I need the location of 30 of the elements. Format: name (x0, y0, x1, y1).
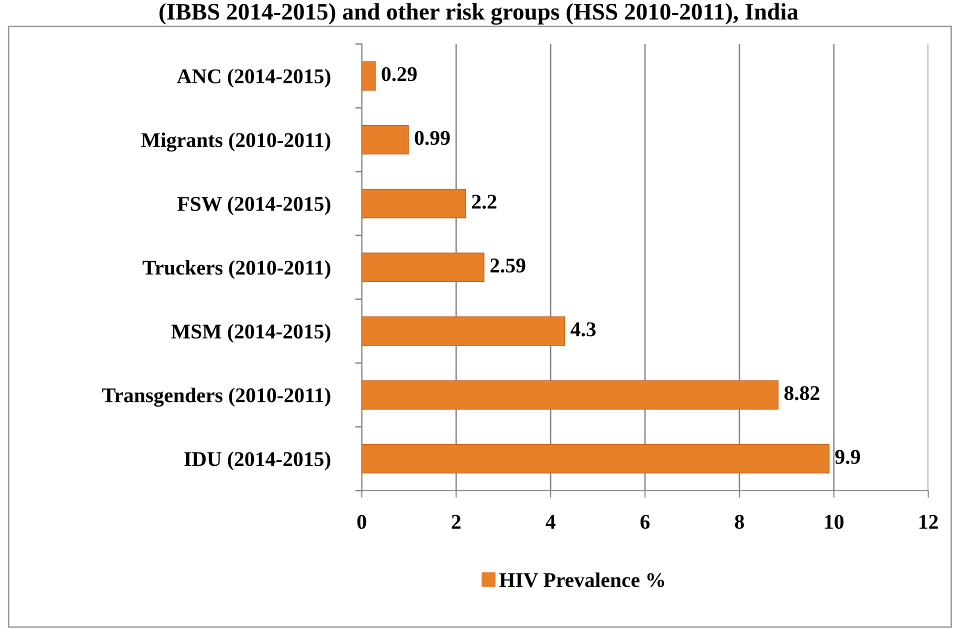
data-label: 2.2 (472, 194, 496, 209)
y-tick-label: Truckers (2010-2011) (142, 260, 330, 279)
x-tick-label: 2 (452, 514, 460, 529)
data-label: 9.9 (835, 450, 860, 464)
x-tick-label: 6 (640, 514, 650, 529)
x-tick-label: 10 (825, 514, 844, 529)
y-tick-label: IDU (2014-2015) (184, 451, 330, 470)
x-tick-label: 4 (546, 514, 556, 529)
data-label: 0.29 (382, 67, 417, 82)
bar (362, 252, 484, 282)
bar (362, 61, 376, 91)
data-label: 0.99 (414, 130, 450, 146)
data-label: 4.3 (570, 322, 596, 336)
y-tick-label: ANC (2014-2015) (176, 68, 330, 88)
x-tick-label: 0 (357, 514, 366, 529)
y-tick-label: Transgenders (2010-2011) (102, 388, 330, 407)
bar (362, 125, 409, 154)
bar (362, 444, 830, 474)
bar (362, 188, 466, 218)
y-tick-label: Migrants (2010-2011) (141, 132, 330, 152)
data-label: 2.59 (490, 258, 526, 273)
chart-title: (IBBS 2014-2015) and other risk groups (HSS 2010-2011), India (160, 3, 798, 25)
data-label: 8.82 (784, 386, 820, 400)
x-tick-label: 8 (734, 514, 744, 529)
x-tick-label: 12 (920, 514, 938, 529)
y-tick-label: FSW (2014-2015) (177, 196, 330, 216)
bar (362, 380, 779, 410)
y-tick-label: MSM (2014-2015) (171, 324, 330, 343)
bar (362, 316, 566, 346)
legend-label: HIV Prevalence % (499, 572, 664, 588)
